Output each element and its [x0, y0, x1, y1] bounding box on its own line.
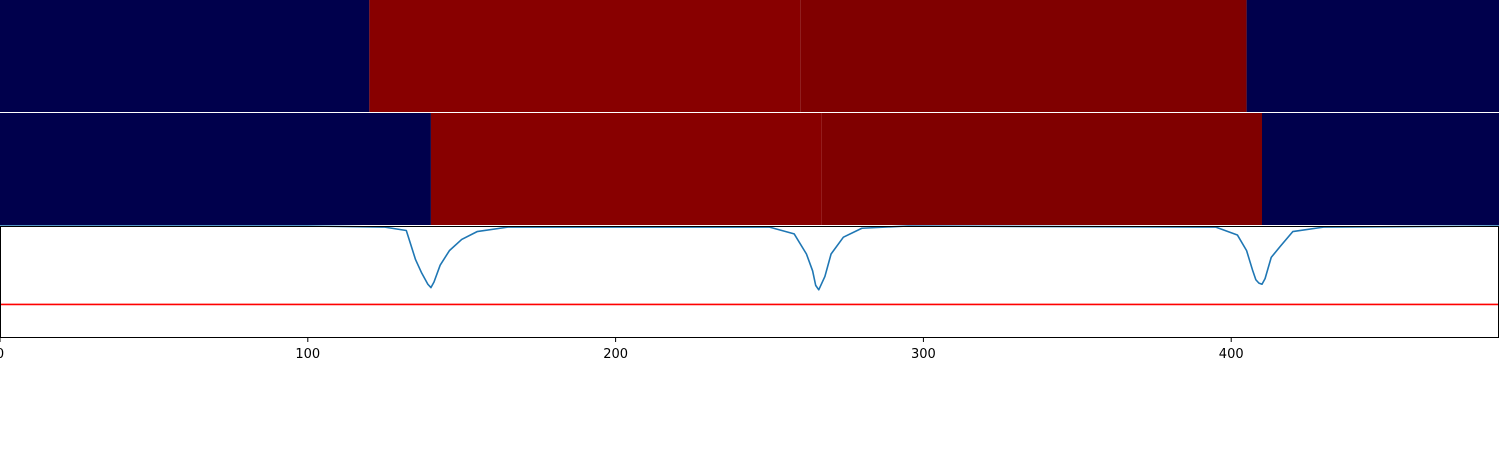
middle-segmentation-panel — [0, 113, 1499, 225]
segment-2 — [821, 113, 1262, 225]
x-tick-label-400: 400 — [1219, 347, 1244, 362]
x-tick-label-100: 100 — [295, 347, 320, 362]
signal-panel-frame — [0, 226, 1499, 338]
signal-line — [0, 225, 1500, 291]
bottom-signal-panel — [0, 225, 1500, 338]
segment-1 — [369, 0, 801, 112]
x-tick-label-200: 200 — [603, 347, 628, 362]
x-axis: 0 100 200 300 400 — [0, 338, 1244, 362]
segment-2 — [800, 0, 1247, 112]
segment-0 — [0, 113, 431, 225]
x-tick-label-300: 300 — [911, 347, 936, 362]
segment-0 — [0, 0, 370, 112]
segment-3 — [1261, 113, 1499, 225]
top-segmentation-panel — [0, 0, 1499, 112]
segment-1 — [430, 113, 822, 225]
x-tick-label-0: 0 — [0, 347, 4, 362]
segment-3 — [1246, 0, 1499, 112]
